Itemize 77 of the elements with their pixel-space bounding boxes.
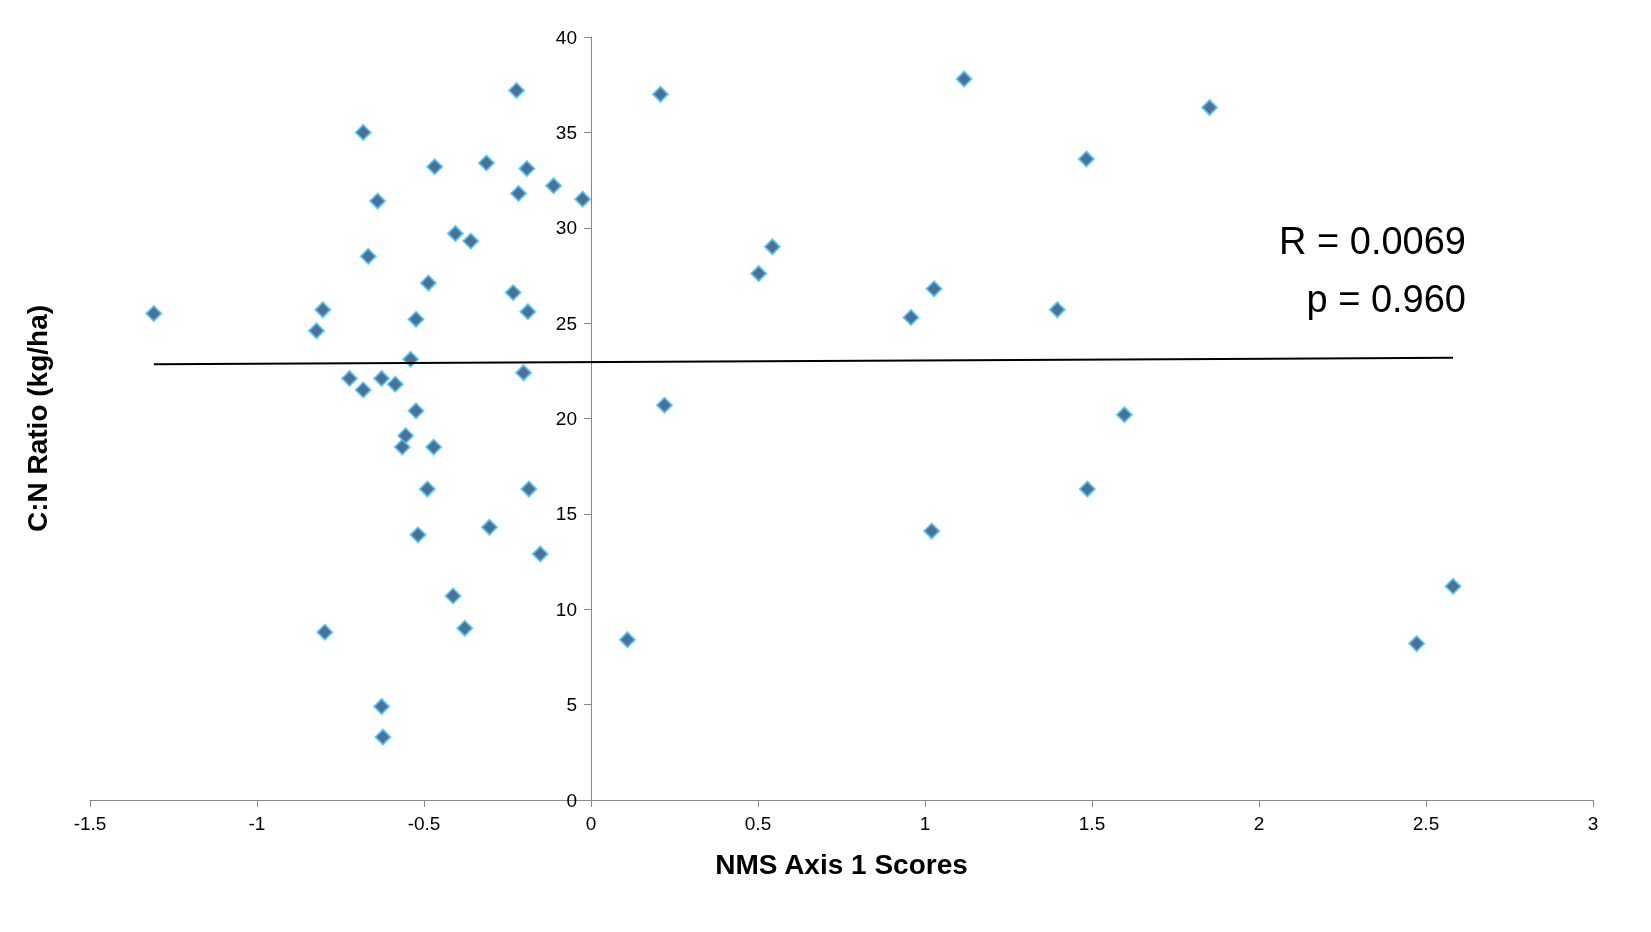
point: [425, 438, 443, 456]
y-tick-label: 30: [555, 217, 577, 239]
y-axis-title: C:N Ratio (kg/ha): [21, 304, 53, 533]
point: [426, 158, 444, 176]
x-tick-label: 2.5: [1412, 813, 1440, 834]
point: [574, 190, 592, 208]
point: [480, 518, 498, 536]
point: [316, 623, 334, 641]
point: [508, 81, 526, 99]
point: [446, 224, 464, 242]
point: [359, 247, 377, 265]
point: [655, 396, 673, 414]
point: [955, 70, 973, 88]
point: [750, 265, 768, 283]
point: [407, 310, 425, 328]
x-tick-label: 0.5: [744, 813, 772, 834]
point: [369, 192, 387, 210]
annotation: p = 0.960: [1306, 278, 1467, 320]
point: [1408, 635, 1426, 653]
y-tick-label: 0: [566, 789, 577, 811]
y-tick-label: 5: [566, 694, 577, 716]
point: [477, 154, 495, 172]
point: [519, 303, 537, 321]
x-tick-label: -1.5: [73, 813, 107, 834]
point: [418, 480, 436, 498]
x-tick-label: 2: [1253, 813, 1265, 834]
y-tick-label: 20: [555, 408, 577, 429]
point: [545, 177, 563, 195]
point: [145, 305, 163, 323]
point: [374, 728, 392, 746]
point: [520, 480, 538, 498]
point: [923, 522, 941, 540]
point: [504, 284, 522, 302]
point: [618, 631, 636, 649]
point: [462, 232, 480, 250]
point: [373, 369, 391, 387]
y-tick-label: 15: [555, 503, 577, 525]
y-tick-label: 10: [555, 598, 577, 620]
point: [407, 402, 425, 420]
point: [763, 238, 781, 256]
point: [314, 301, 332, 319]
point: [456, 619, 474, 637]
x-tick-label: 3: [1587, 813, 1599, 834]
point: [1201, 99, 1219, 117]
point: [409, 526, 427, 544]
point: [419, 274, 437, 292]
point: [354, 381, 372, 399]
x-tick-label: 1.5: [1078, 813, 1106, 834]
point: [1048, 301, 1066, 319]
point: [1444, 577, 1462, 595]
point: [393, 438, 411, 456]
annotation: R = 0.0069: [1279, 220, 1467, 262]
x-axis-title: NMS Axis 1 Scores: [715, 848, 968, 880]
point: [397, 427, 415, 445]
point: [1115, 406, 1133, 424]
point: [307, 322, 325, 340]
point: [341, 369, 359, 387]
point: [518, 160, 536, 178]
point: [510, 184, 528, 202]
point: [651, 85, 669, 103]
x-tick-label: 0: [585, 813, 597, 834]
x-tick-label: -1: [248, 813, 266, 834]
x-tick-label: 1: [919, 813, 931, 834]
point: [1078, 480, 1096, 498]
point: [444, 587, 462, 605]
y-tick-label: 35: [555, 121, 577, 143]
point: [1077, 150, 1095, 168]
point: [354, 123, 372, 141]
point: [515, 364, 533, 382]
point: [925, 280, 943, 298]
point: [902, 308, 920, 326]
y-tick-label: 40: [555, 26, 577, 48]
x-tick-label: -0.5: [407, 813, 441, 834]
point: [531, 545, 549, 563]
point: [373, 698, 391, 716]
y-tick-label: 25: [555, 312, 577, 334]
point: [386, 375, 404, 393]
